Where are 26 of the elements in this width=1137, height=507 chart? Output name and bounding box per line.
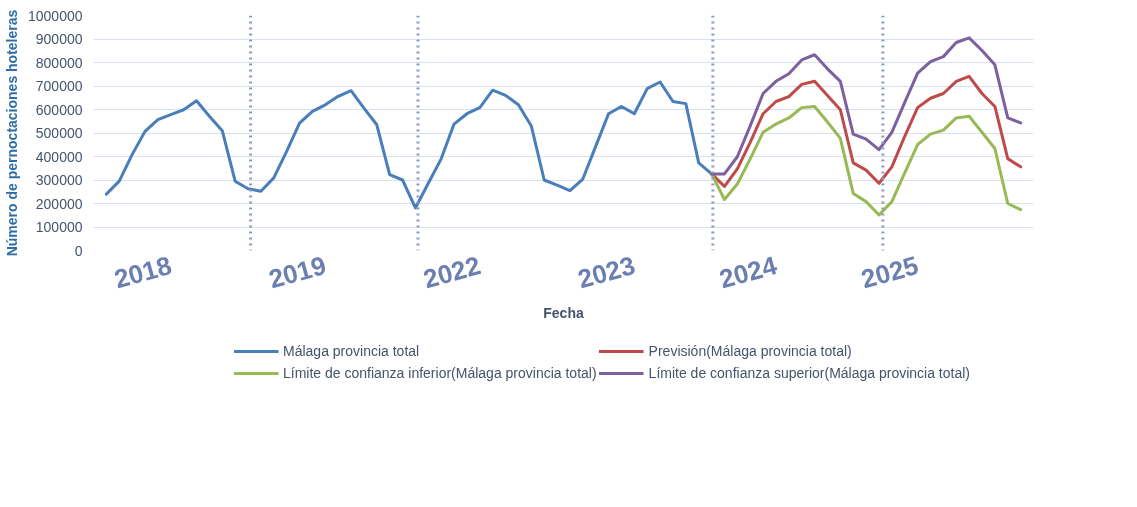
- x-tick-label: 2023: [574, 250, 639, 295]
- y-tick-label: 800000: [35, 54, 83, 71]
- y-axis-title: Número de pernoctaciones hoteleras: [4, 9, 20, 257]
- line-series: [710, 36, 1023, 176]
- x-axis-title: Fecha: [543, 305, 584, 322]
- legend-label: Límite de confianza superior(Málaga provincia total): [648, 364, 970, 381]
- line-series: [710, 104, 1023, 217]
- y-tick-label: 1000000: [28, 7, 83, 24]
- y-tick-label: 600000: [35, 101, 83, 118]
- x-tick-label: 2018: [111, 250, 175, 295]
- y-tick-label: 500000: [35, 125, 83, 141]
- y-tick-label: 400000: [35, 148, 83, 165]
- x-tick-label: 2024: [716, 249, 781, 295]
- legend-label: Límite de confianza inferior(Málaga provincia total): [283, 364, 597, 381]
- y-tick-label: 200000: [35, 195, 83, 212]
- x-tick-label: 2019: [265, 250, 330, 295]
- y-tick-label: 300000: [35, 172, 83, 188]
- y-tick-label: 100000: [35, 219, 83, 235]
- y-tick-label: 0: [74, 242, 83, 259]
- y-tick-label: 900000: [35, 31, 83, 47]
- legend-label: Previsión(Málaga provincia total): [648, 342, 852, 359]
- legend-label: Málaga provincia total: [283, 342, 420, 359]
- x-tick-label: 2025: [857, 250, 922, 295]
- x-tick-label: 2022: [420, 250, 484, 295]
- y-tick-label: 700000: [35, 78, 83, 94]
- line-series: [104, 80, 714, 210]
